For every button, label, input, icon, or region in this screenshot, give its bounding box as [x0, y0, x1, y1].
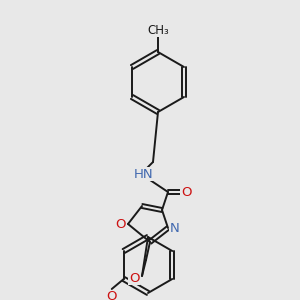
- Text: O: O: [129, 272, 139, 284]
- Text: O: O: [181, 185, 191, 199]
- Text: O: O: [116, 218, 126, 230]
- Text: O: O: [106, 290, 117, 300]
- Text: CH₃: CH₃: [147, 23, 169, 37]
- Text: N: N: [170, 221, 180, 235]
- Text: HN: HN: [134, 167, 154, 181]
